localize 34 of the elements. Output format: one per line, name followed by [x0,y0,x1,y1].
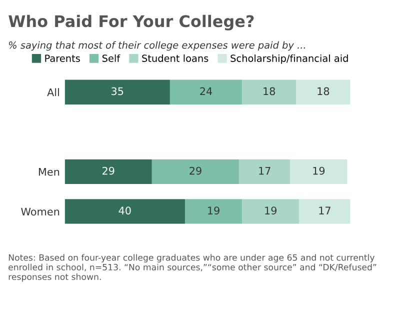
text: Notes: Based on four-year college graduates who are under age 65 and not currently enrolled in school, n=513. “No main sources,”“some other source” and “DK/Refused” responses not shown. [8,254,376,282]
y-tick-label: All [47,88,59,96]
bar [290,159,348,184]
chart-title: Who Paid For Your College? [8,14,254,30]
legend-label: Parents [45,54,80,62]
data-label: 29 [190,166,202,175]
y-tick-label: Men [38,168,60,176]
data-label: 19 [313,166,325,175]
bar [64,199,185,224]
y-tick-label: Women [21,208,60,216]
data-label: 19 [265,206,277,214]
bar [239,159,290,184]
legend-label: Student loans [142,54,208,62]
data-label: 29 [102,166,114,175]
legend-label: Scholarship/financial aid [230,54,348,64]
data-label: 18 [264,87,276,96]
bar [64,80,170,104]
bar [299,199,350,224]
data-label: 35 [112,87,124,96]
bar [152,159,240,184]
bar [170,80,242,104]
data-label: 40 [118,206,131,214]
legend-label: Self [102,54,120,62]
bar [242,80,296,104]
data-label: 17 [259,166,270,175]
data-label: 18 [318,87,330,96]
chart-subtitle: % saying that most of their college expenses were paid by ... [8,41,306,51]
data-label: 24 [200,87,212,96]
bar [242,199,300,224]
data-label: 19 [208,206,220,214]
bar [296,80,350,104]
data-label: 17 [319,206,330,214]
bar [64,159,152,184]
bar [184,199,242,224]
